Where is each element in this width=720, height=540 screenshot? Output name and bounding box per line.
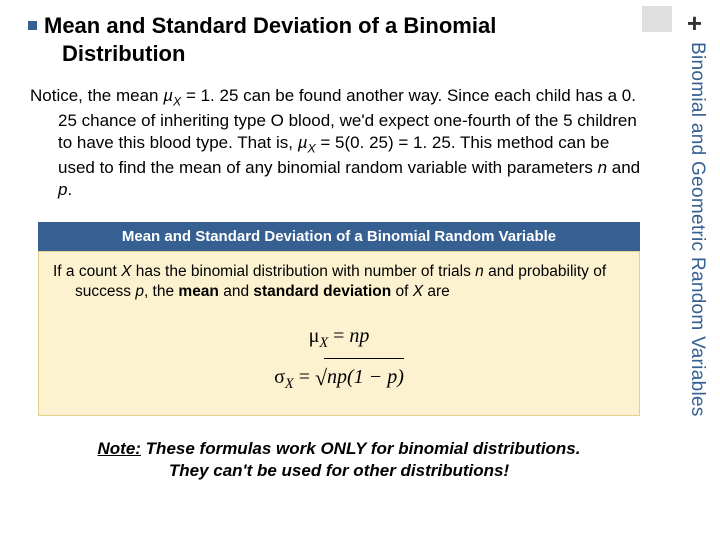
heading-lead: Mean <box>44 13 100 38</box>
formula-eq1: = <box>328 325 349 347</box>
body-and: and <box>607 158 640 177</box>
intro-n: n <box>475 263 484 280</box>
mu-symbol-2: µ <box>298 133 308 152</box>
sidebar-chapter-label: Binomial and Geometric Random Variables <box>686 42 708 417</box>
bullet-icon <box>28 21 37 30</box>
body-paragraph: Notice, the mean µX = 1. 25 can be found… <box>30 85 650 200</box>
formula-mu: μ <box>309 325 320 347</box>
formula-sd: σX = √np(1 − p) <box>53 357 625 399</box>
note-label: Note: <box>98 439 141 458</box>
slide: + Binomial and Geometric Random Variable… <box>0 0 720 540</box>
definition-box-title: Mean and Standard Deviation of a Binomia… <box>38 222 640 251</box>
var-n: n <box>598 158 607 177</box>
heading-line2: Distribution <box>44 40 650 68</box>
formula-np: np <box>349 325 369 347</box>
intro-p: p <box>135 283 144 300</box>
formula-radexpr: np(1 − p) <box>327 366 404 388</box>
sqrt-wrap: np(1 − p) <box>324 358 404 396</box>
mu-subscript-2: X <box>308 141 316 155</box>
definition-intro: If a count X has the binomial distributi… <box>53 262 625 302</box>
formula-eq2: = <box>294 366 315 388</box>
definition-box-body: If a count X has the binomial distributi… <box>38 251 640 415</box>
body-end: . <box>67 180 72 199</box>
mu-symbol: µ <box>163 86 173 105</box>
intro-X2: X <box>413 283 423 300</box>
intro-mid4: and <box>219 283 253 300</box>
slide-heading: Mean and Standard Deviation of a Binomia… <box>28 12 650 67</box>
body-prefix: Notice, the mean <box>30 86 163 105</box>
intro-mid3: , the <box>144 283 178 300</box>
note-rest1: These formulas work ONLY for binomial di… <box>141 439 581 458</box>
intro-bold-sd: standard deviation <box>253 283 391 300</box>
plus-icon: + <box>687 10 702 36</box>
formula-sigma: σ <box>274 366 285 388</box>
formula-block: μX = np σX = √np(1 − p) <box>53 317 625 399</box>
formula-mu-sub: X <box>319 335 328 351</box>
footnote: Note: These formulas work ONLY for binom… <box>28 438 650 482</box>
heading-rest1: and Standard Deviation of a Binomial <box>100 13 496 38</box>
intro-mid5: of <box>391 283 413 300</box>
note-line2: They can't be used for other distributio… <box>169 461 509 480</box>
intro-prefix: If a count <box>53 263 121 280</box>
intro-mid1: has the binomial distribution with numbe… <box>131 263 475 280</box>
intro-end: are <box>423 283 450 300</box>
mu-subscript: X <box>173 94 181 108</box>
intro-X: X <box>121 263 131 280</box>
intro-bold-mean: mean <box>178 283 219 300</box>
formula-mean: μX = np <box>53 317 625 357</box>
formula-sigma-sub: X <box>285 376 294 392</box>
